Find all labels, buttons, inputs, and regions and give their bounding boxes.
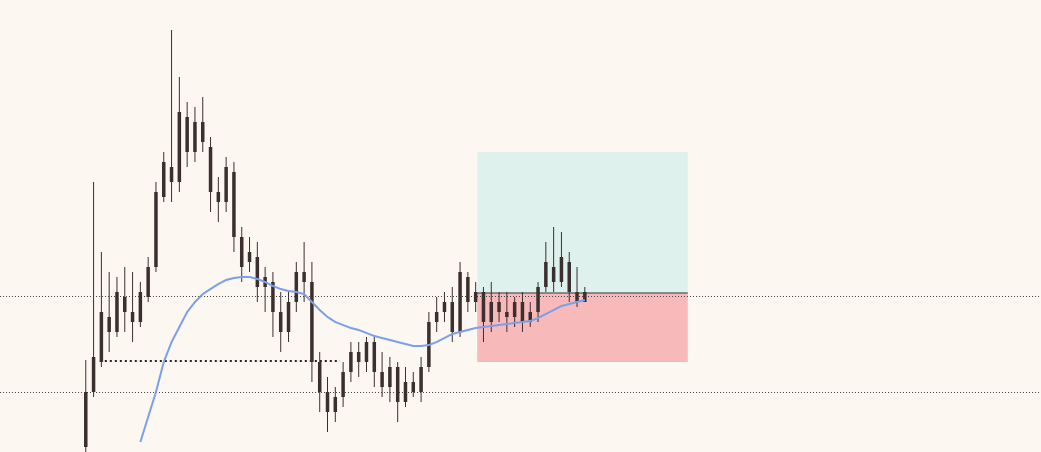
candle-body — [232, 172, 236, 237]
candle-body — [512, 302, 517, 317]
candle-body — [380, 372, 384, 387]
stop-zone — [477, 293, 688, 362]
candle-body — [489, 302, 494, 322]
candle-body — [302, 272, 306, 282]
candle-body — [107, 317, 111, 332]
candle-body — [395, 367, 400, 402]
candle-body — [356, 352, 361, 362]
candle-body — [99, 312, 104, 362]
candle-body — [177, 112, 182, 182]
candle-body — [419, 367, 423, 392]
candle-body — [317, 362, 322, 392]
candle-body — [583, 292, 587, 302]
candle-body — [458, 272, 462, 332]
candle-body — [185, 117, 189, 152]
candle-body — [146, 267, 150, 297]
candle-body — [200, 122, 205, 142]
candle-body — [271, 282, 275, 312]
moving-average — [139, 276, 586, 443]
candle-body — [154, 192, 158, 267]
candle-body — [544, 262, 548, 287]
candle-body — [434, 312, 439, 322]
candle-body — [91, 357, 96, 392]
candle-body — [520, 302, 525, 322]
candle-body — [364, 342, 369, 362]
candle-body — [130, 312, 135, 322]
candle-body — [505, 312, 509, 317]
candle-body — [247, 252, 252, 262]
candle-body — [84, 392, 88, 447]
target-zone — [477, 152, 688, 293]
candle-body — [411, 382, 416, 392]
candle-body — [208, 147, 213, 192]
candle-body — [403, 382, 408, 402]
candle-body — [239, 237, 244, 267]
candle-body — [551, 267, 556, 282]
candle-body — [255, 257, 260, 287]
candle-body — [536, 287, 540, 312]
candle-body — [473, 292, 478, 302]
candle-body — [333, 397, 338, 412]
candle-body — [216, 192, 221, 202]
candle-body — [528, 312, 533, 322]
candle-body — [349, 352, 353, 372]
candle-body — [294, 272, 299, 302]
candle-body — [161, 162, 166, 197]
candle-body — [559, 257, 564, 282]
candle-body — [115, 292, 119, 332]
candle-body — [450, 302, 455, 332]
candle-body — [169, 167, 174, 182]
candle-body — [341, 372, 345, 397]
candle-body — [497, 302, 501, 312]
candle-body — [466, 277, 470, 302]
candle-body — [286, 302, 291, 332]
candle-body — [193, 122, 197, 152]
candle-body — [575, 292, 579, 302]
candle-body — [325, 392, 330, 412]
candle-body — [481, 292, 486, 322]
candle-body — [567, 262, 571, 292]
candle-body — [123, 297, 127, 312]
candle-body — [442, 302, 447, 312]
candle-body — [388, 367, 392, 387]
candle-body — [310, 282, 314, 362]
candle-body — [372, 342, 377, 372]
candle-body — [138, 292, 143, 322]
candle-body — [224, 167, 228, 202]
candle-body — [278, 312, 283, 332]
